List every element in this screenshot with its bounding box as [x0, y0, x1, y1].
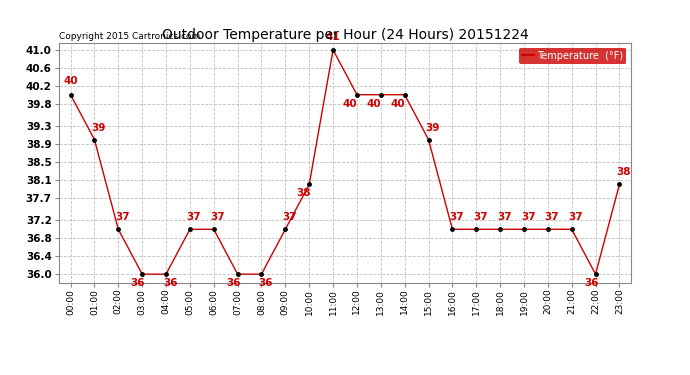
Text: 36: 36	[226, 278, 241, 288]
Text: 37: 37	[521, 212, 535, 222]
Text: 40: 40	[343, 99, 357, 109]
Text: 37: 37	[282, 212, 297, 222]
Text: 38: 38	[297, 188, 311, 198]
Text: 37: 37	[187, 212, 201, 222]
Text: 37: 37	[569, 212, 583, 222]
Text: 39: 39	[426, 123, 440, 133]
Text: 36: 36	[130, 278, 146, 288]
Text: 37: 37	[497, 212, 511, 222]
Text: 36: 36	[258, 278, 273, 288]
Title: Outdoor Temperature per Hour (24 Hours) 20151224: Outdoor Temperature per Hour (24 Hours) …	[161, 28, 529, 42]
Text: 39: 39	[91, 123, 106, 133]
Text: 40: 40	[366, 99, 381, 109]
Text: 37: 37	[449, 212, 464, 222]
Text: 37: 37	[210, 212, 225, 222]
Text: 36: 36	[584, 278, 599, 288]
Text: Copyright 2015 Cartronics.com: Copyright 2015 Cartronics.com	[59, 32, 200, 41]
Text: 41: 41	[326, 32, 340, 42]
Text: 37: 37	[473, 212, 488, 222]
Text: 40: 40	[63, 76, 78, 86]
Text: 37: 37	[544, 212, 560, 222]
Text: 38: 38	[616, 168, 631, 177]
Text: 36: 36	[163, 278, 177, 288]
Text: 40: 40	[391, 99, 405, 109]
Text: 37: 37	[115, 212, 130, 222]
Legend: Temperature  (°F): Temperature (°F)	[519, 48, 627, 64]
